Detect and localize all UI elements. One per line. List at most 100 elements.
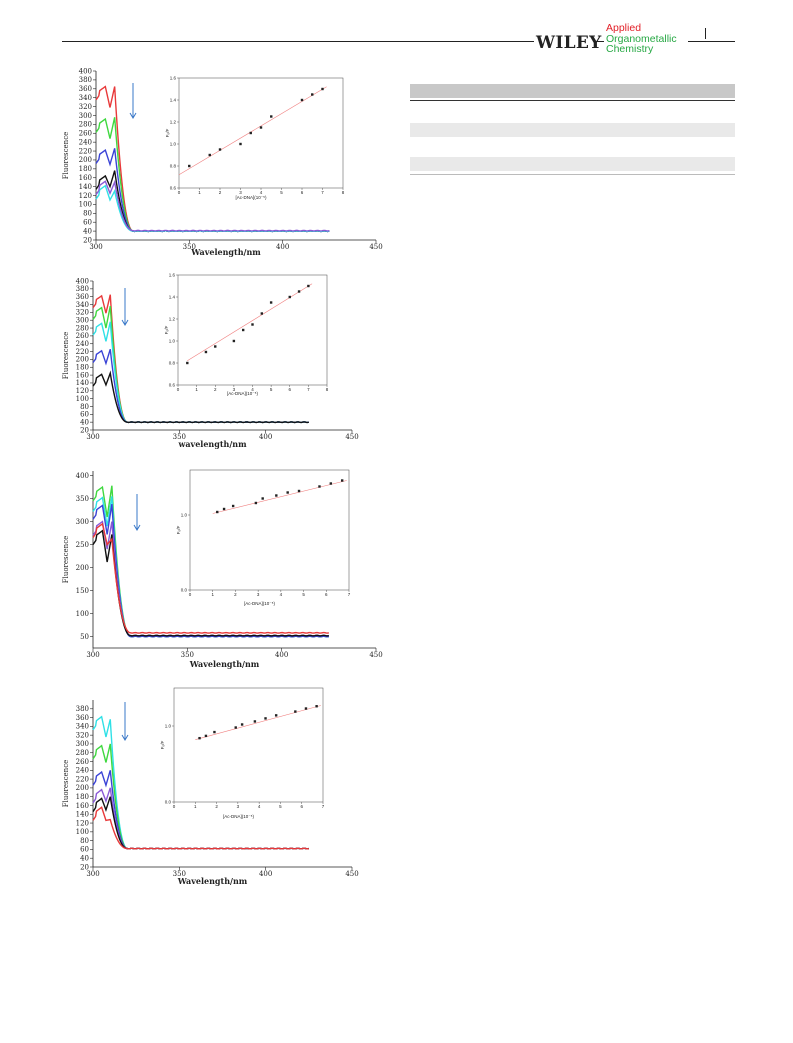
inset-x-tick-label: 2 bbox=[215, 804, 218, 809]
y-tick-label: 20 bbox=[80, 863, 89, 871]
inset-y-tick-label: 0.6 bbox=[169, 383, 176, 388]
inset-data-point bbox=[231, 504, 235, 508]
header-pipe bbox=[705, 28, 706, 39]
y-tick-label: 300 bbox=[76, 740, 89, 748]
x-tick-label: 300 bbox=[86, 651, 99, 659]
y-axis-label: Fluorescence bbox=[62, 536, 70, 584]
inset-x-tick-label: 8 bbox=[326, 387, 329, 392]
y-tick-label: 140 bbox=[79, 183, 92, 191]
inset-x-tick-label: 0 bbox=[177, 387, 180, 392]
inset-y-axis-label: F₀/F bbox=[165, 128, 170, 137]
inset-fit-line bbox=[195, 705, 321, 740]
inset-x-tick-label: 1 bbox=[198, 190, 201, 195]
y-tick-label: 60 bbox=[83, 219, 92, 227]
inset-x-tick-label: 4 bbox=[258, 804, 261, 809]
quench-arrowhead bbox=[129, 112, 137, 119]
table-fragment bbox=[410, 84, 735, 176]
inset-data-point bbox=[253, 720, 257, 723]
x-tick-label: 400 bbox=[275, 651, 288, 659]
journal-logo: Applied Organometallic Chemistry bbox=[606, 23, 677, 55]
y-tick-label: 40 bbox=[80, 418, 89, 426]
inset-frame bbox=[177, 274, 328, 386]
y-tick-label: 160 bbox=[76, 802, 89, 810]
inset-x-axis-label: [Ac-DNA](10⁻⁵) bbox=[227, 391, 258, 396]
inset-frame bbox=[173, 687, 324, 803]
spectrum-red bbox=[92, 806, 309, 850]
inset-y-tick-label: 1.0 bbox=[170, 142, 177, 147]
header-rule-left bbox=[62, 41, 534, 42]
y-tick-label: 340 bbox=[76, 301, 89, 309]
y-tick-label: 80 bbox=[83, 210, 92, 218]
y-tick-label: 120 bbox=[76, 819, 89, 827]
inset-data-point bbox=[294, 710, 297, 713]
x-tick-label: 450 bbox=[345, 433, 358, 441]
spectrum-purple bbox=[92, 787, 309, 850]
journal-line-1-text: Applied bbox=[606, 22, 642, 34]
inset-data-point bbox=[186, 361, 189, 365]
inset-data-point bbox=[274, 714, 278, 717]
spectrum-purple bbox=[92, 520, 329, 637]
inset-x-tick-label: 2 bbox=[219, 190, 222, 195]
inset-frame bbox=[178, 77, 344, 189]
x-axis-label: Wavelength/nm bbox=[177, 876, 248, 886]
y-tick-label: 240 bbox=[79, 138, 92, 146]
table-bottom-rule bbox=[410, 174, 735, 175]
y-tick-label: 220 bbox=[76, 348, 89, 356]
y-tick-label: 280 bbox=[76, 324, 89, 332]
x-axis-label: Wavelength/nm bbox=[189, 659, 260, 669]
y-tick-label: 80 bbox=[80, 837, 89, 845]
spectrum-cyan bbox=[92, 321, 309, 424]
inset-panel-3: 0 1 2 3 4 5 6 7 0.0 1.0 [Ac-DNA](10⁻⁵) F₀/F bbox=[176, 469, 351, 606]
inset-x-tick-label: 3 bbox=[257, 592, 260, 597]
x-tick-label: 350 bbox=[183, 243, 196, 251]
inset-data-point bbox=[286, 491, 289, 494]
y-tick-label: 300 bbox=[76, 317, 89, 325]
y-tick-label: 120 bbox=[76, 387, 89, 395]
inset-x-tick-label: 6 bbox=[288, 387, 291, 392]
y-tick-label: 220 bbox=[79, 147, 92, 155]
inset-data-point bbox=[315, 705, 318, 708]
quench-arrowhead bbox=[121, 319, 129, 326]
y-tick-label: 360 bbox=[79, 85, 92, 93]
y-tick-label: 340 bbox=[79, 94, 92, 102]
table-stripe-row bbox=[410, 157, 735, 171]
spectrum-green bbox=[92, 743, 309, 850]
y-tick-label: 340 bbox=[76, 723, 89, 731]
y-tick-label: 200 bbox=[76, 356, 89, 364]
inset-data-point bbox=[240, 723, 244, 726]
y-tick-label: 100 bbox=[76, 828, 89, 836]
inset-x-tick-label: 7 bbox=[322, 804, 325, 809]
spectrum-red bbox=[95, 85, 330, 233]
inset-y-axis-label: F₀/F bbox=[164, 325, 169, 334]
inset-y-tick-label: 1.2 bbox=[170, 120, 177, 125]
inset-x-tick-label: 5 bbox=[270, 387, 273, 392]
inset-data-point bbox=[204, 350, 208, 354]
inset-data-point bbox=[216, 510, 219, 514]
y-tick-label: 120 bbox=[79, 192, 92, 200]
inset-x-tick-label: 8 bbox=[342, 190, 345, 195]
inset-data-point bbox=[251, 323, 254, 326]
y-tick-label: 60 bbox=[80, 846, 89, 854]
spectrum-blue bbox=[95, 148, 330, 233]
inset-data-point bbox=[297, 489, 301, 493]
inset-y-tick-label: 0.0 bbox=[181, 588, 188, 593]
inset-data-point bbox=[259, 126, 263, 129]
inset-x-axis-label: [Ac-DNA](10⁻⁵) bbox=[244, 601, 275, 606]
x-tick-label: 400 bbox=[259, 870, 272, 878]
spectrum-green bbox=[92, 485, 329, 638]
inset-x-tick-label: 5 bbox=[280, 190, 283, 195]
y-tick-label: 350 bbox=[76, 495, 89, 503]
inset-data-point bbox=[232, 339, 236, 343]
y-tick-label: 400 bbox=[76, 472, 89, 480]
y-tick-label: 200 bbox=[76, 784, 89, 792]
x-tick-label: 400 bbox=[259, 433, 272, 441]
y-tick-label: 20 bbox=[80, 426, 89, 434]
y-tick-label: 300 bbox=[76, 518, 89, 526]
y-axis-label: Fluorescence bbox=[62, 132, 70, 180]
inset-x-tick-label: 3 bbox=[237, 804, 240, 809]
inset-data-point bbox=[269, 301, 273, 304]
inset-data-point bbox=[311, 93, 314, 96]
x-tick-label: 400 bbox=[276, 243, 289, 251]
inset-x-tick-label: 5 bbox=[279, 804, 282, 809]
inset-x-tick-label: 0 bbox=[178, 190, 181, 195]
